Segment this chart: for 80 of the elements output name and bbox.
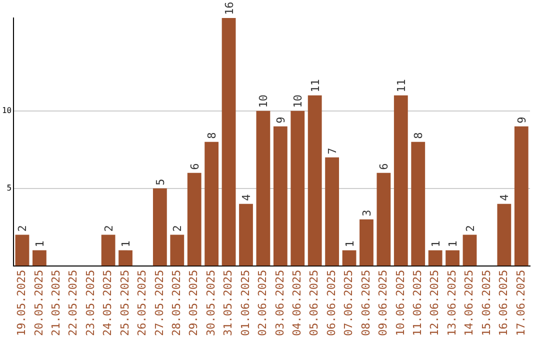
data-label: 11 (394, 79, 408, 92)
data-label: 2 (171, 225, 184, 232)
data-label: 2 (464, 225, 477, 232)
data-label: 5 (154, 178, 167, 186)
bar (170, 234, 184, 266)
data-label: 1 (33, 240, 46, 248)
data-label: 10 (292, 94, 305, 108)
data-label: 3 (360, 210, 374, 216)
bar (360, 219, 374, 266)
x-tick-label: 10.06.2025 (394, 270, 407, 336)
x-tick-label: 09.06.2025 (376, 270, 390, 336)
data-label: 7 (326, 148, 340, 154)
bar (239, 204, 253, 266)
data-label: 1 (120, 240, 133, 248)
bar (325, 157, 340, 266)
x-tick-label: 06.06.2025 (324, 270, 338, 336)
data-label: 2 (102, 225, 116, 232)
data-label: 11 (308, 79, 322, 92)
x-tick-label: 17.06.2025 (514, 270, 528, 336)
bar (290, 110, 305, 266)
x-tick-label: 16.06.2025 (497, 270, 510, 336)
x-tick-label: 30.05.2025 (204, 270, 218, 336)
bar (273, 126, 288, 266)
bar (152, 188, 167, 266)
x-tick-label: 27.05.2025 (152, 270, 166, 336)
data-label: 1 (343, 240, 356, 248)
data-label: 9 (515, 116, 528, 124)
data-label: 10 (257, 94, 270, 108)
x-tick-label: 15.06.2025 (480, 270, 493, 336)
data-label: 6 (378, 163, 391, 170)
x-tick-label: 24.05.2025 (101, 270, 114, 336)
x-tick-label: 26.05.2025 (136, 270, 149, 336)
bar (462, 234, 477, 266)
bar (187, 172, 202, 266)
data-label: 6 (188, 163, 202, 170)
x-tick-label: 03.06.2025 (273, 270, 286, 336)
x-tick-label: 02.06.2025 (256, 270, 270, 336)
bar (308, 95, 322, 266)
bar (204, 142, 219, 266)
bar (342, 250, 356, 266)
data-label: 4 (498, 194, 512, 201)
bar (222, 18, 236, 266)
bar (32, 250, 46, 266)
x-tick-label: 11.06.2025 (410, 270, 424, 336)
x-tick-label: 01.06.2025 (238, 270, 252, 336)
x-tick-label: 08.06.2025 (359, 270, 372, 336)
bar (118, 250, 132, 266)
data-label: 4 (240, 194, 253, 201)
bar (101, 234, 116, 266)
data-label: 16 (222, 2, 236, 15)
bar (394, 95, 408, 266)
x-tick-label: 28.05.2025 (170, 270, 184, 336)
x-tick-label: 12.06.2025 (428, 270, 442, 336)
bar (376, 172, 391, 266)
x-tick-label: 20.05.2025 (32, 270, 46, 336)
x-tick-label: 04.06.2025 (290, 270, 304, 336)
x-tick-label: 22.05.2025 (66, 270, 80, 336)
bar (514, 126, 528, 266)
x-tick-label: 05.06.2025 (308, 270, 321, 336)
bar (497, 204, 512, 266)
x-tick-label: 31.05.2025 (222, 270, 235, 336)
x-tick-label: 29.05.2025 (187, 270, 200, 336)
data-label: 8 (412, 132, 426, 139)
bar (411, 142, 426, 266)
bar (428, 250, 442, 266)
bar (15, 234, 30, 266)
x-tick-label: 23.05.2025 (84, 270, 97, 336)
x-tick-label: 14.06.2025 (462, 270, 476, 336)
x-tick-label: 13.06.2025 (445, 270, 458, 336)
bar (256, 110, 270, 266)
x-tick-label: 25.05.2025 (118, 270, 132, 336)
data-label: 1 (429, 240, 442, 248)
data-label: 8 (206, 132, 219, 139)
x-tick-label: 21.05.2025 (50, 270, 63, 336)
data-label: 2 (16, 225, 30, 232)
x-tick-label: 19.05.2025 (15, 270, 28, 336)
x-tick-label: 07.06.2025 (342, 270, 356, 336)
data-label: 9 (274, 116, 288, 124)
bar (446, 250, 460, 266)
data-label: 1 (446, 240, 460, 248)
